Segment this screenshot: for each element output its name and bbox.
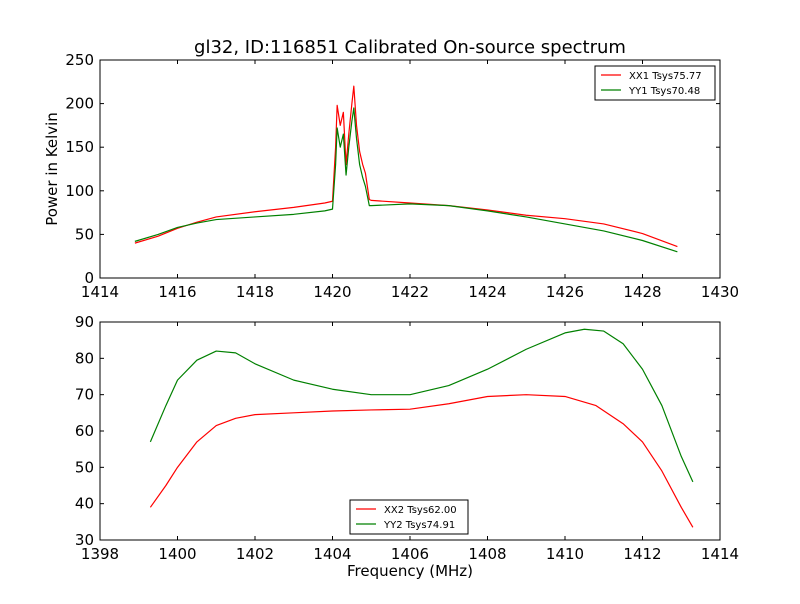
x-tick-label: 1412: [623, 545, 661, 563]
x-tick-label: 1404: [313, 545, 351, 563]
y-tick-label: 150: [65, 138, 94, 156]
y-tick-label: 80: [75, 349, 94, 367]
x-axis-label: Frequency (MHz): [347, 562, 473, 580]
y-tick-label: 90: [75, 313, 94, 331]
x-tick-label: 1428: [623, 283, 661, 301]
y-tick-label: 0: [84, 269, 94, 287]
x-tick-label: 1426: [546, 283, 584, 301]
y-tick-label: 70: [75, 386, 94, 404]
plot-panel-1: 1414 1416 1418 1420 1422 1424 1426 1428 1430 0 50 1…: [65, 51, 739, 301]
x-tick-label: 1402: [236, 545, 274, 563]
legend: XX2 Tsys62.00 YY2 Tsys74.91: [349, 499, 469, 535]
legend: XX1 Tsys75.77 YY1 Tsys70.48: [594, 65, 716, 101]
y-tick-label: 40: [75, 495, 94, 513]
x-tick-label: 1420: [313, 283, 351, 301]
legend-label: XX1 Tsys75.77: [629, 71, 702, 82]
y-tick-label: 50: [75, 458, 94, 476]
legend-label: YY2 Tsys74.91: [383, 520, 455, 531]
x-tick-label: 1416: [158, 283, 196, 301]
x-tick-label: 1418: [236, 283, 274, 301]
y-tick-label: 50: [75, 225, 94, 243]
x-tick-label: 1414: [701, 545, 739, 563]
chart-title: gl32, ID:116851 Calibrated On-source spe…: [194, 37, 626, 58]
x-tick-label: 1414: [81, 283, 119, 301]
legend-label: XX2 Tsys62.00: [384, 505, 457, 516]
plot-panel-2: 1398 1400 1402 1404 1406 1408 1410 1412 1414 30 40…: [75, 313, 739, 563]
legend-box: [594, 65, 716, 101]
x-tick-label: 1410: [546, 545, 584, 563]
series-line-yy1: [134, 107, 678, 253]
legend-box: [349, 499, 469, 535]
y-tick-label: 60: [75, 422, 94, 440]
x-tick-label: 1400: [158, 545, 196, 563]
legend-label: YY1 Tsys70.48: [628, 86, 700, 97]
y-tick-label: 200: [65, 95, 94, 113]
x-tick-label: 1408: [468, 545, 506, 563]
plot-layer: 1414 1416 1418 1420 1422 1424 1426 1428 14300501…: [65, 51, 739, 563]
y-axis-label: Power in Kelvin: [43, 112, 61, 226]
x-tick-label: 1422: [391, 283, 429, 301]
y-tick-label: 250: [65, 51, 94, 69]
x-tick-label: 1430: [701, 283, 739, 301]
series-line-xx1: [134, 85, 678, 248]
x-tick-label: 1398: [81, 545, 119, 563]
series-line-yy2: [149, 328, 694, 483]
x-tick-label: 1424: [468, 283, 506, 301]
x-tick-label: 1406: [391, 545, 429, 563]
series-line-xx2: [149, 394, 694, 528]
y-tick-label: 30: [75, 531, 94, 549]
y-tick-label: 100: [65, 182, 94, 200]
